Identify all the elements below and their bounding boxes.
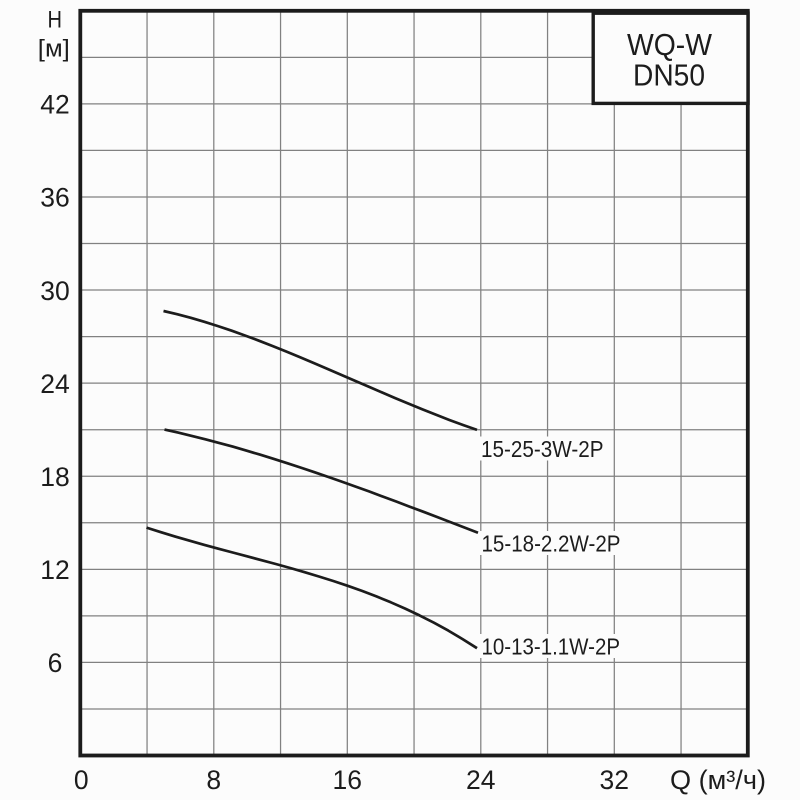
svg-text:H: H [48,7,63,34]
svg-text:30: 30 [40,276,69,306]
svg-text:15-25-3W-2P: 15-25-3W-2P [481,436,604,462]
svg-text:10-13-1.1W-2P: 10-13-1.1W-2P [482,634,621,660]
svg-text:6: 6 [48,648,63,678]
svg-text:15-18-2.2W-2P: 15-18-2.2W-2P [482,531,621,557]
svg-text:24: 24 [40,369,69,399]
svg-text:[м]: [м] [38,36,70,63]
svg-text:8: 8 [206,765,221,795]
svg-text:WQ-W: WQ-W [627,27,713,62]
svg-text:24: 24 [466,765,495,795]
svg-text:42: 42 [40,90,69,120]
svg-text:36: 36 [40,183,69,213]
svg-text:DN50: DN50 [633,57,705,92]
svg-text:12: 12 [40,555,69,585]
svg-text:16: 16 [333,765,362,795]
svg-text:0: 0 [74,765,89,795]
svg-text:32: 32 [600,765,629,795]
svg-text:18: 18 [40,462,69,492]
svg-text:Q (м³/ч): Q (м³/ч) [670,765,766,795]
